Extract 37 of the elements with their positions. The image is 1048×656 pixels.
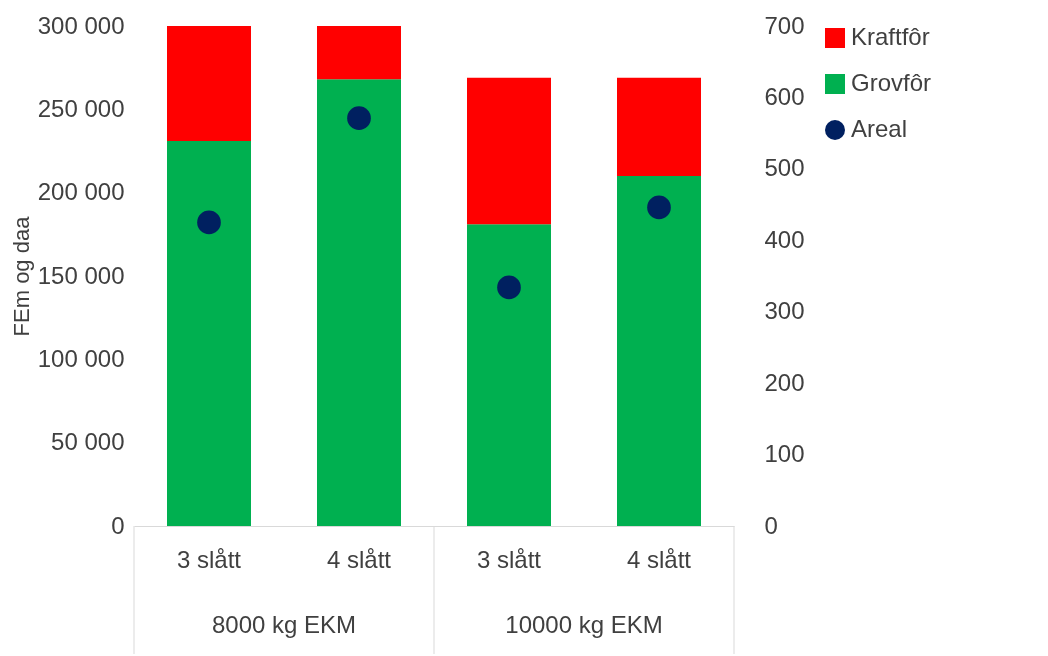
- y-tick-label: 250 000: [37, 94, 125, 122]
- x-tick-label: 4 slått: [326, 545, 392, 573]
- point: [647, 195, 671, 220]
- y2-tick-label: 300: [764, 297, 805, 325]
- bar: [167, 141, 251, 526]
- legend-label: Kraftfôr: [851, 23, 930, 50]
- bar: [467, 77, 551, 225]
- y-tick-label: 300 000: [37, 11, 125, 39]
- x-tick-label: 3 slått: [176, 545, 242, 573]
- y2-tick-label: 200: [764, 368, 805, 396]
- y-tick-label: 200 000: [37, 178, 125, 206]
- text: 8000 kg EKM: [211, 611, 357, 638]
- y2-tick-label: 600: [764, 82, 805, 110]
- bar: [317, 26, 401, 80]
- y-tick-label: 150 000: [37, 261, 125, 289]
- bar: [317, 79, 401, 526]
- bar: [617, 77, 701, 176]
- y-tick-label: 100 000: [37, 344, 125, 372]
- y2-tick-label: 0: [764, 511, 778, 539]
- point: [347, 106, 371, 130]
- y2-tick-label: 500: [764, 154, 805, 182]
- text: 10000 kg EKM: [505, 611, 663, 638]
- x-tick-label: 4 slått: [626, 545, 692, 573]
- legend-label: Grovfôr: [851, 69, 932, 96]
- y-tick-label: 50 000: [51, 428, 125, 456]
- point: [197, 210, 221, 235]
- bar: [617, 176, 701, 526]
- x-tick-label: 3 slått: [476, 545, 542, 573]
- bar: [467, 224, 551, 526]
- y2-tick-label: 400: [764, 225, 805, 253]
- point: [497, 275, 521, 300]
- y2-tick-label: 100: [764, 440, 805, 468]
- y-tick-label: 0: [111, 511, 125, 539]
- legend-label: Areal: [851, 115, 908, 142]
- y-axis-title: FEm og daa: [8, 215, 34, 337]
- bar: [167, 26, 251, 141]
- y2-tick-label: 700: [764, 11, 805, 39]
